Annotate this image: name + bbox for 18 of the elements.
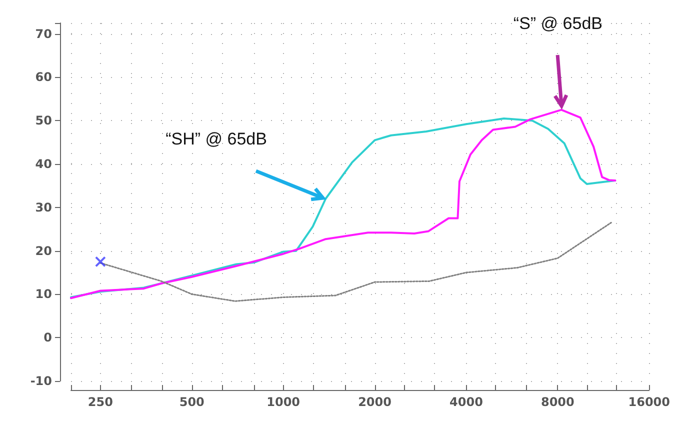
- y-tick-label: 40: [35, 157, 52, 172]
- x-tick-label: 500: [179, 395, 204, 409]
- x-tick-label: 4000: [450, 395, 483, 409]
- x-tick-label: 16000: [628, 395, 670, 409]
- x-tick-label: 2000: [358, 395, 392, 409]
- y-tick-label: 0: [44, 330, 52, 345]
- x-tick-label: 250: [88, 395, 113, 409]
- x-tick-label: 8000: [540, 395, 574, 409]
- y-tick-label: -10: [30, 374, 52, 388]
- y-tick-label: 60: [35, 70, 52, 84]
- annotation: “S” @ 65dB: [513, 14, 602, 33]
- y-tick-label: 70: [35, 26, 52, 41]
- y-tick-label: 20: [35, 244, 52, 258]
- y-tick-label: 10: [35, 287, 52, 302]
- annotation: “SH” @ 65dB: [166, 130, 267, 149]
- y-tick-label: 30: [35, 200, 52, 214]
- y-tick-label: 50: [35, 114, 52, 128]
- x-tick-label: 1000: [266, 395, 300, 409]
